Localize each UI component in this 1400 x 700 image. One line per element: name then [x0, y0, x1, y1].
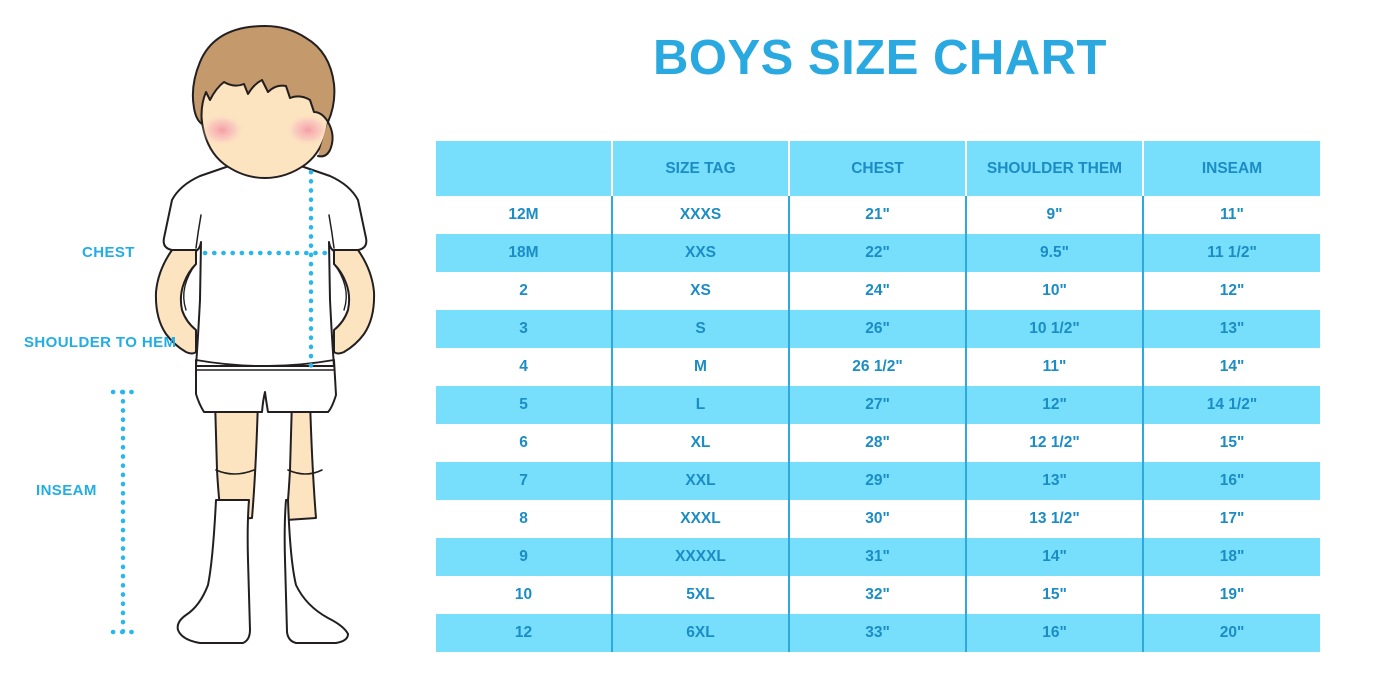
size-chart-table: SIZE TAG CHEST SHOULDER THEM INSEAM 12M X…: [436, 141, 1320, 652]
table-cell: 5: [436, 386, 612, 424]
table-cell: L: [611, 386, 789, 424]
table-cell: 14 1/2": [1142, 386, 1320, 424]
table-cell: 31": [788, 538, 966, 576]
table-cell: 6XL: [611, 614, 789, 652]
table-cell: 18M: [436, 234, 612, 272]
table-cell: 11": [965, 348, 1143, 386]
table-cell: 7: [436, 462, 612, 500]
table-cell: 14": [965, 538, 1143, 576]
table-cell: 24": [788, 272, 966, 310]
table-cell: 10": [965, 272, 1143, 310]
table-cell: 13 1/2": [965, 500, 1143, 538]
table-cell: XXXXL: [611, 538, 789, 576]
table-cell: 26 1/2": [788, 348, 966, 386]
table-cell: 12": [965, 386, 1143, 424]
table-row: 12 6XL 33" 16" 20": [436, 614, 1320, 652]
table-cell: XXXL: [611, 500, 789, 538]
table-cell: 8: [436, 500, 612, 538]
table-cell: 12 1/2": [965, 424, 1143, 462]
table-cell: 12: [436, 614, 612, 652]
table-row: 3 S 26" 10 1/2" 13": [436, 310, 1320, 348]
table-row: 10 5XL 32" 15" 19": [436, 576, 1320, 614]
table-cell: 29": [788, 462, 966, 500]
boy-figure-icon: [110, 25, 376, 644]
table-cell: XL: [611, 424, 789, 462]
column-header-shoulder: SHOULDER THEM: [965, 141, 1143, 196]
table-row: 6 XL 28" 12 1/2" 15": [436, 424, 1320, 462]
table-cell: 28": [788, 424, 966, 462]
table-cell: 11 1/2": [1142, 234, 1320, 272]
table-cell: 12": [1142, 272, 1320, 310]
table-cell: 13": [1142, 310, 1320, 348]
table-row: 18M XXS 22" 9.5" 11 1/2": [436, 234, 1320, 272]
column-header-chest: CHEST: [788, 141, 966, 196]
table-cell: 9.5": [965, 234, 1143, 272]
shoulder-to-hem-label: SHOULDER TO HEM: [24, 334, 177, 351]
inseam-label: INSEAM: [36, 482, 97, 499]
table-cell: 16": [1142, 462, 1320, 500]
table-row: 9 XXXXL 31" 14" 18": [436, 538, 1320, 576]
table-cell: 2: [436, 272, 612, 310]
table-cell: 16": [965, 614, 1143, 652]
table-cell: 20": [1142, 614, 1320, 652]
table-cell: 10: [436, 576, 612, 614]
table-cell: 4: [436, 348, 612, 386]
table-cell: 15": [1142, 424, 1320, 462]
size-chart-table-container: SIZE TAG CHEST SHOULDER THEM INSEAM 12M X…: [436, 141, 1320, 652]
table-cell: 33": [788, 614, 966, 652]
table-cell: 17": [1142, 500, 1320, 538]
table-cell: XXS: [611, 234, 789, 272]
table-row: 4 M 26 1/2" 11" 14": [436, 348, 1320, 386]
table-row: 7 XXL 29" 13" 16": [436, 462, 1320, 500]
table-row: 8 XXXL 30" 13 1/2" 17": [436, 500, 1320, 538]
table-cell: 3: [436, 310, 612, 348]
column-header-size-tag: SIZE TAG: [611, 141, 789, 196]
table-cell: XS: [611, 272, 789, 310]
table-cell: 14": [1142, 348, 1320, 386]
table-cell: 18": [1142, 538, 1320, 576]
table-cell: XXL: [611, 462, 789, 500]
table-cell: 10 1/2": [965, 310, 1143, 348]
table-cell: 32": [788, 576, 966, 614]
table-cell: 9: [436, 538, 612, 576]
table-cell: 21": [788, 196, 966, 234]
page-title: BOYS SIZE CHART: [653, 31, 1107, 85]
column-header-inseam: INSEAM: [1142, 141, 1320, 196]
table-cell: 9": [965, 196, 1143, 234]
table-cell: 6: [436, 424, 612, 462]
table-header-row: SIZE TAG CHEST SHOULDER THEM INSEAM: [436, 141, 1320, 196]
table-cell: 11": [1142, 196, 1320, 234]
table-cell: 12M: [436, 196, 612, 234]
table-cell: 19": [1142, 576, 1320, 614]
table-cell: XXXS: [611, 196, 789, 234]
table-row: 5 L 27" 12" 14 1/2": [436, 386, 1320, 424]
table-cell: 30": [788, 500, 966, 538]
table-row: 2 XS 24" 10" 12": [436, 272, 1320, 310]
table-cell: S: [611, 310, 789, 348]
table-cell: 15": [965, 576, 1143, 614]
table-cell: M: [611, 348, 789, 386]
table-row: 12M XXXS 21" 9" 11": [436, 196, 1320, 234]
table-cell: 26": [788, 310, 966, 348]
table-cell: 13": [965, 462, 1143, 500]
chest-label: CHEST: [82, 244, 135, 261]
column-header-age: [436, 141, 612, 196]
table-cell: 5XL: [611, 576, 789, 614]
table-cell: 27": [788, 386, 966, 424]
table-cell: 22": [788, 234, 966, 272]
illustration-panel: CHEST SHOULDER TO HEM INSEAM: [0, 0, 430, 700]
